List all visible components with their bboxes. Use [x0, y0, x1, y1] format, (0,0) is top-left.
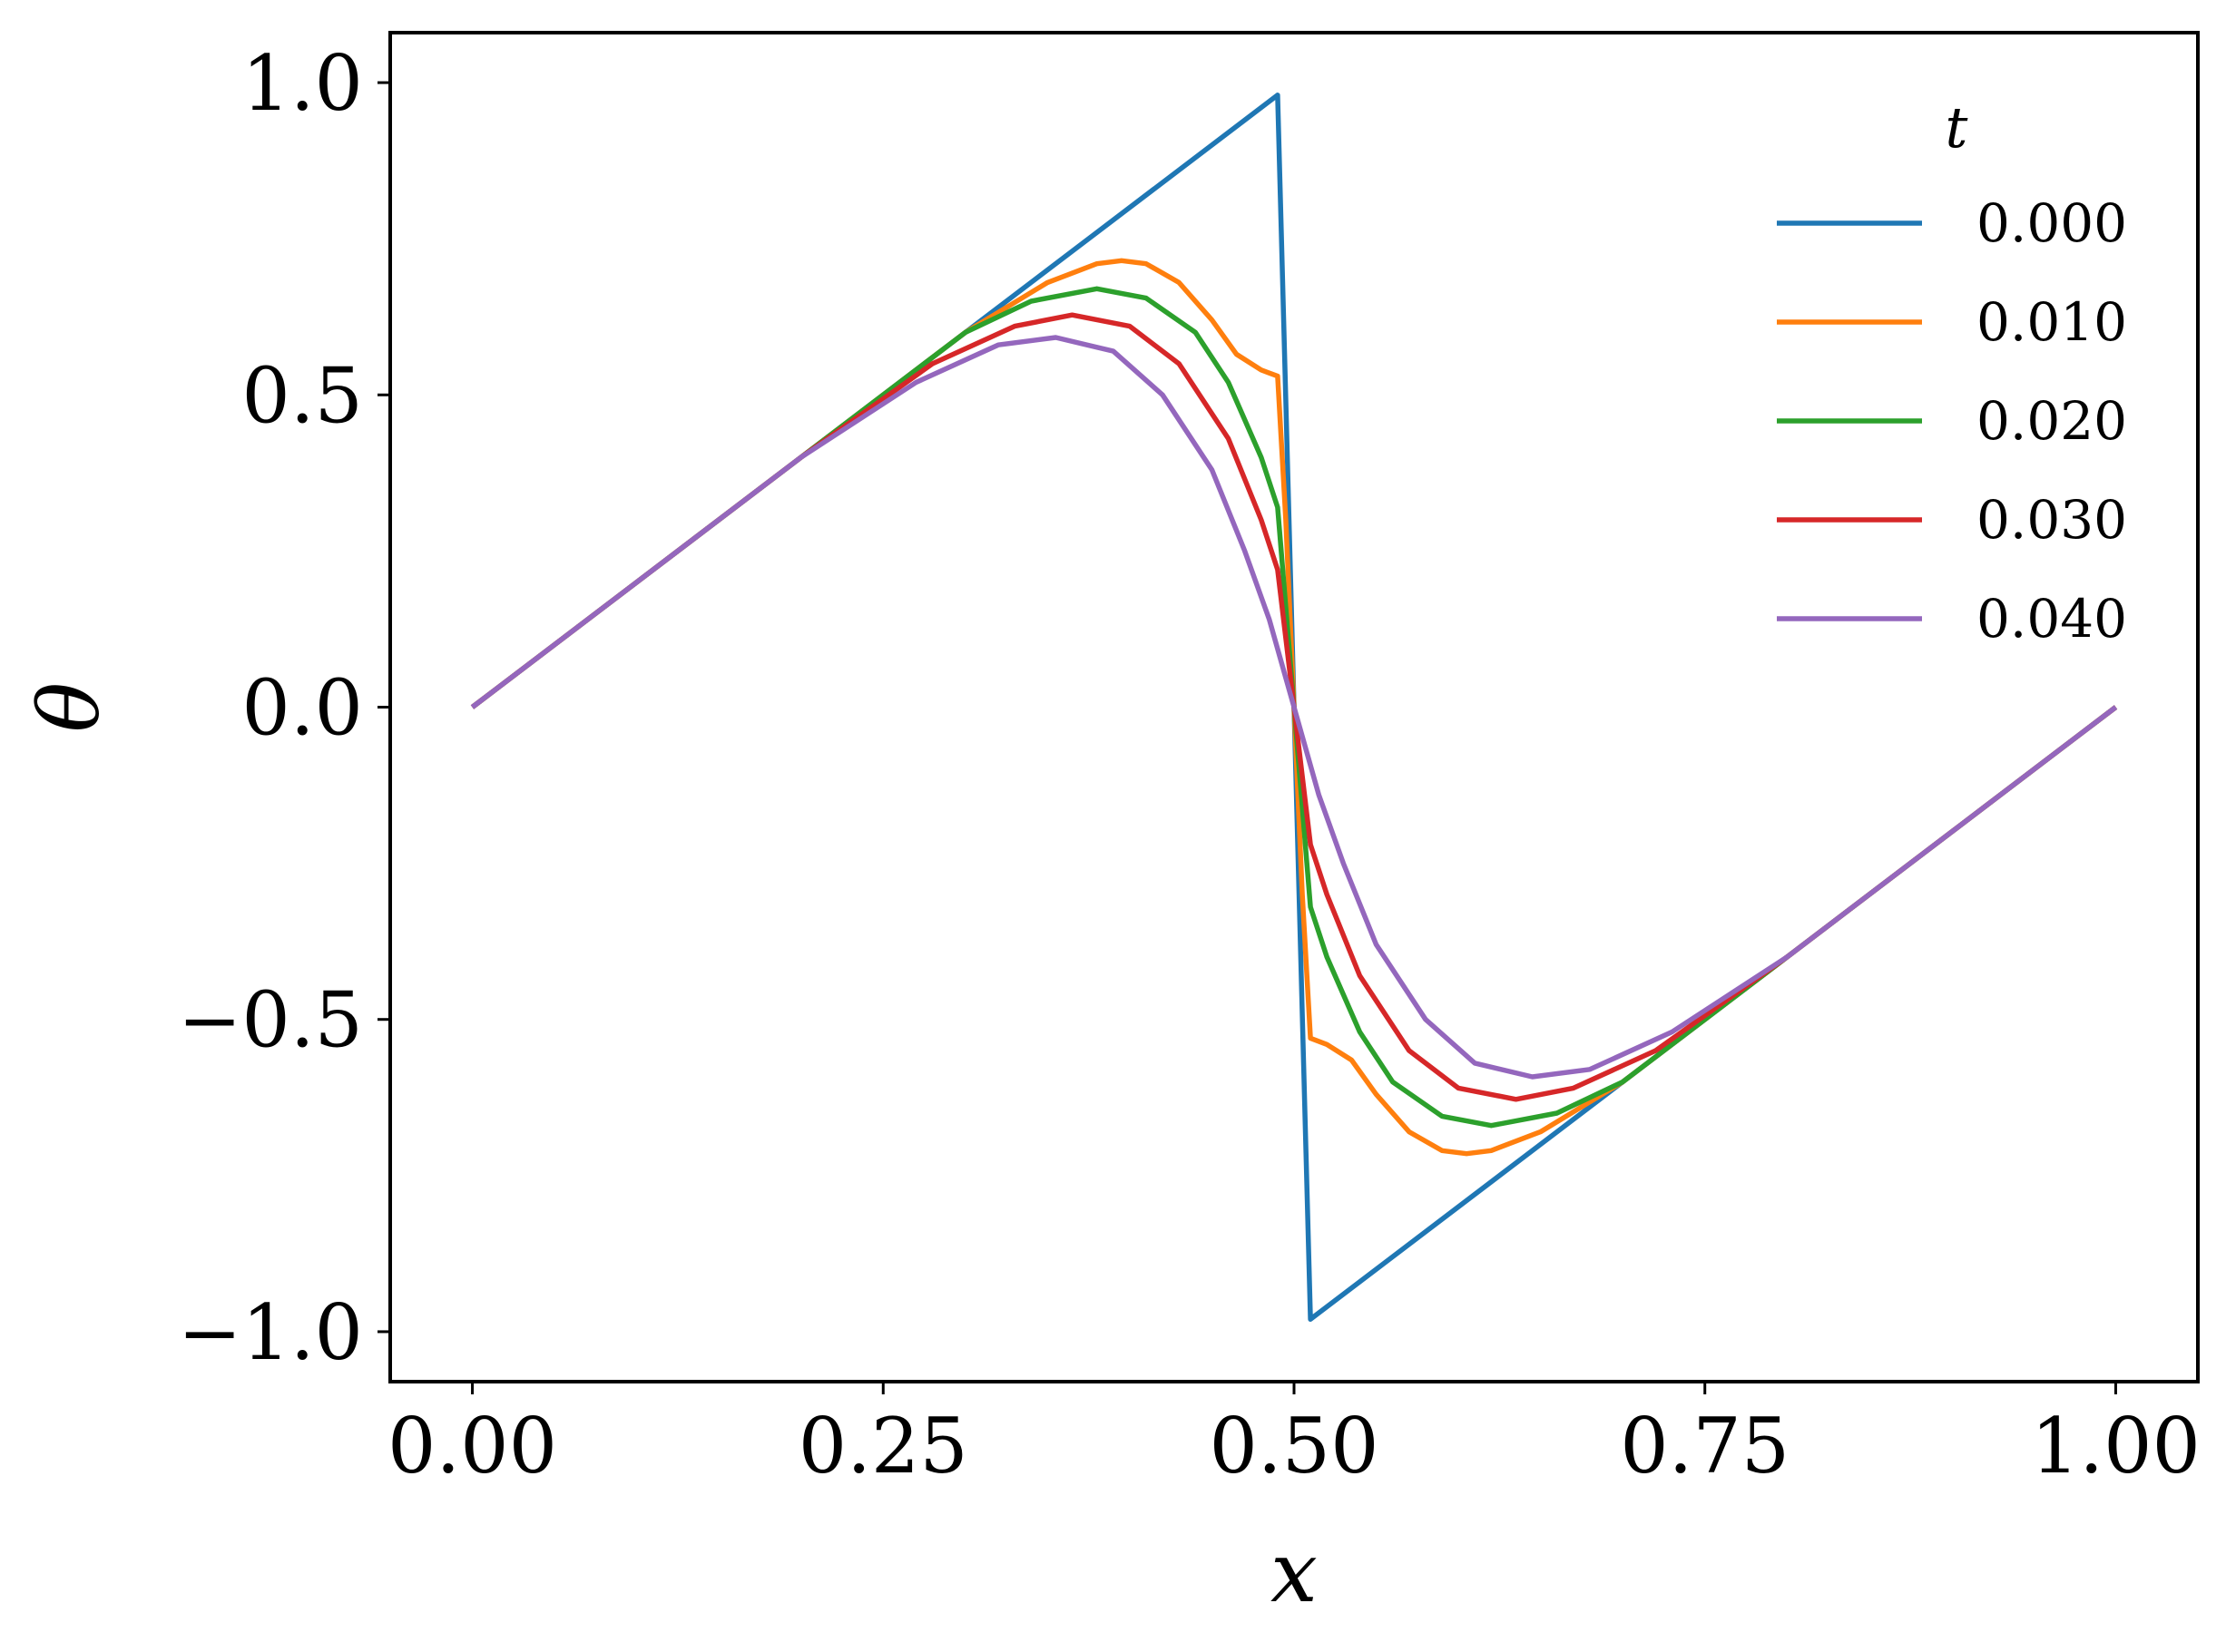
y-axis-label: θ: [21, 682, 118, 732]
legend-title: t: [1946, 94, 1968, 161]
legend: t 0.000 0.010 0.020 0.030 0.040: [1777, 94, 2127, 650]
x-tick-label: 0.75: [1620, 1402, 1790, 1491]
x-axis-label: x: [1270, 1524, 1318, 1621]
legend-entry-label: 0.040: [1976, 588, 2127, 650]
x-tick-label: 0.00: [387, 1402, 557, 1491]
x-axis-ticks: 0.00 0.25 0.50 0.75 1.00: [387, 1382, 2201, 1491]
series-layer: [470, 93, 2118, 1322]
y-tick-label: 1.0: [241, 39, 363, 128]
legend-entry-label: 0.030: [1976, 489, 2127, 551]
x-tick-label: 1.00: [2031, 1402, 2201, 1491]
legend-entry-label: 0.000: [1976, 192, 2127, 254]
x-tick-label: 0.50: [1209, 1402, 1378, 1491]
series-line-0-040: [470, 335, 2118, 1080]
legend-entry-label: 0.010: [1976, 291, 2127, 353]
y-tick-label: 0.0: [241, 664, 363, 753]
y-tick-label: 0.5: [241, 351, 363, 440]
x-tick-label: 0.25: [799, 1402, 968, 1491]
y-tick-label: −1.0: [178, 1288, 363, 1377]
y-axis-ticks: −1.0 −0.5 0.0 0.5 1.0: [178, 39, 390, 1377]
y-tick-label: −0.5: [178, 976, 363, 1065]
legend-entry-label: 0.020: [1976, 390, 2127, 452]
